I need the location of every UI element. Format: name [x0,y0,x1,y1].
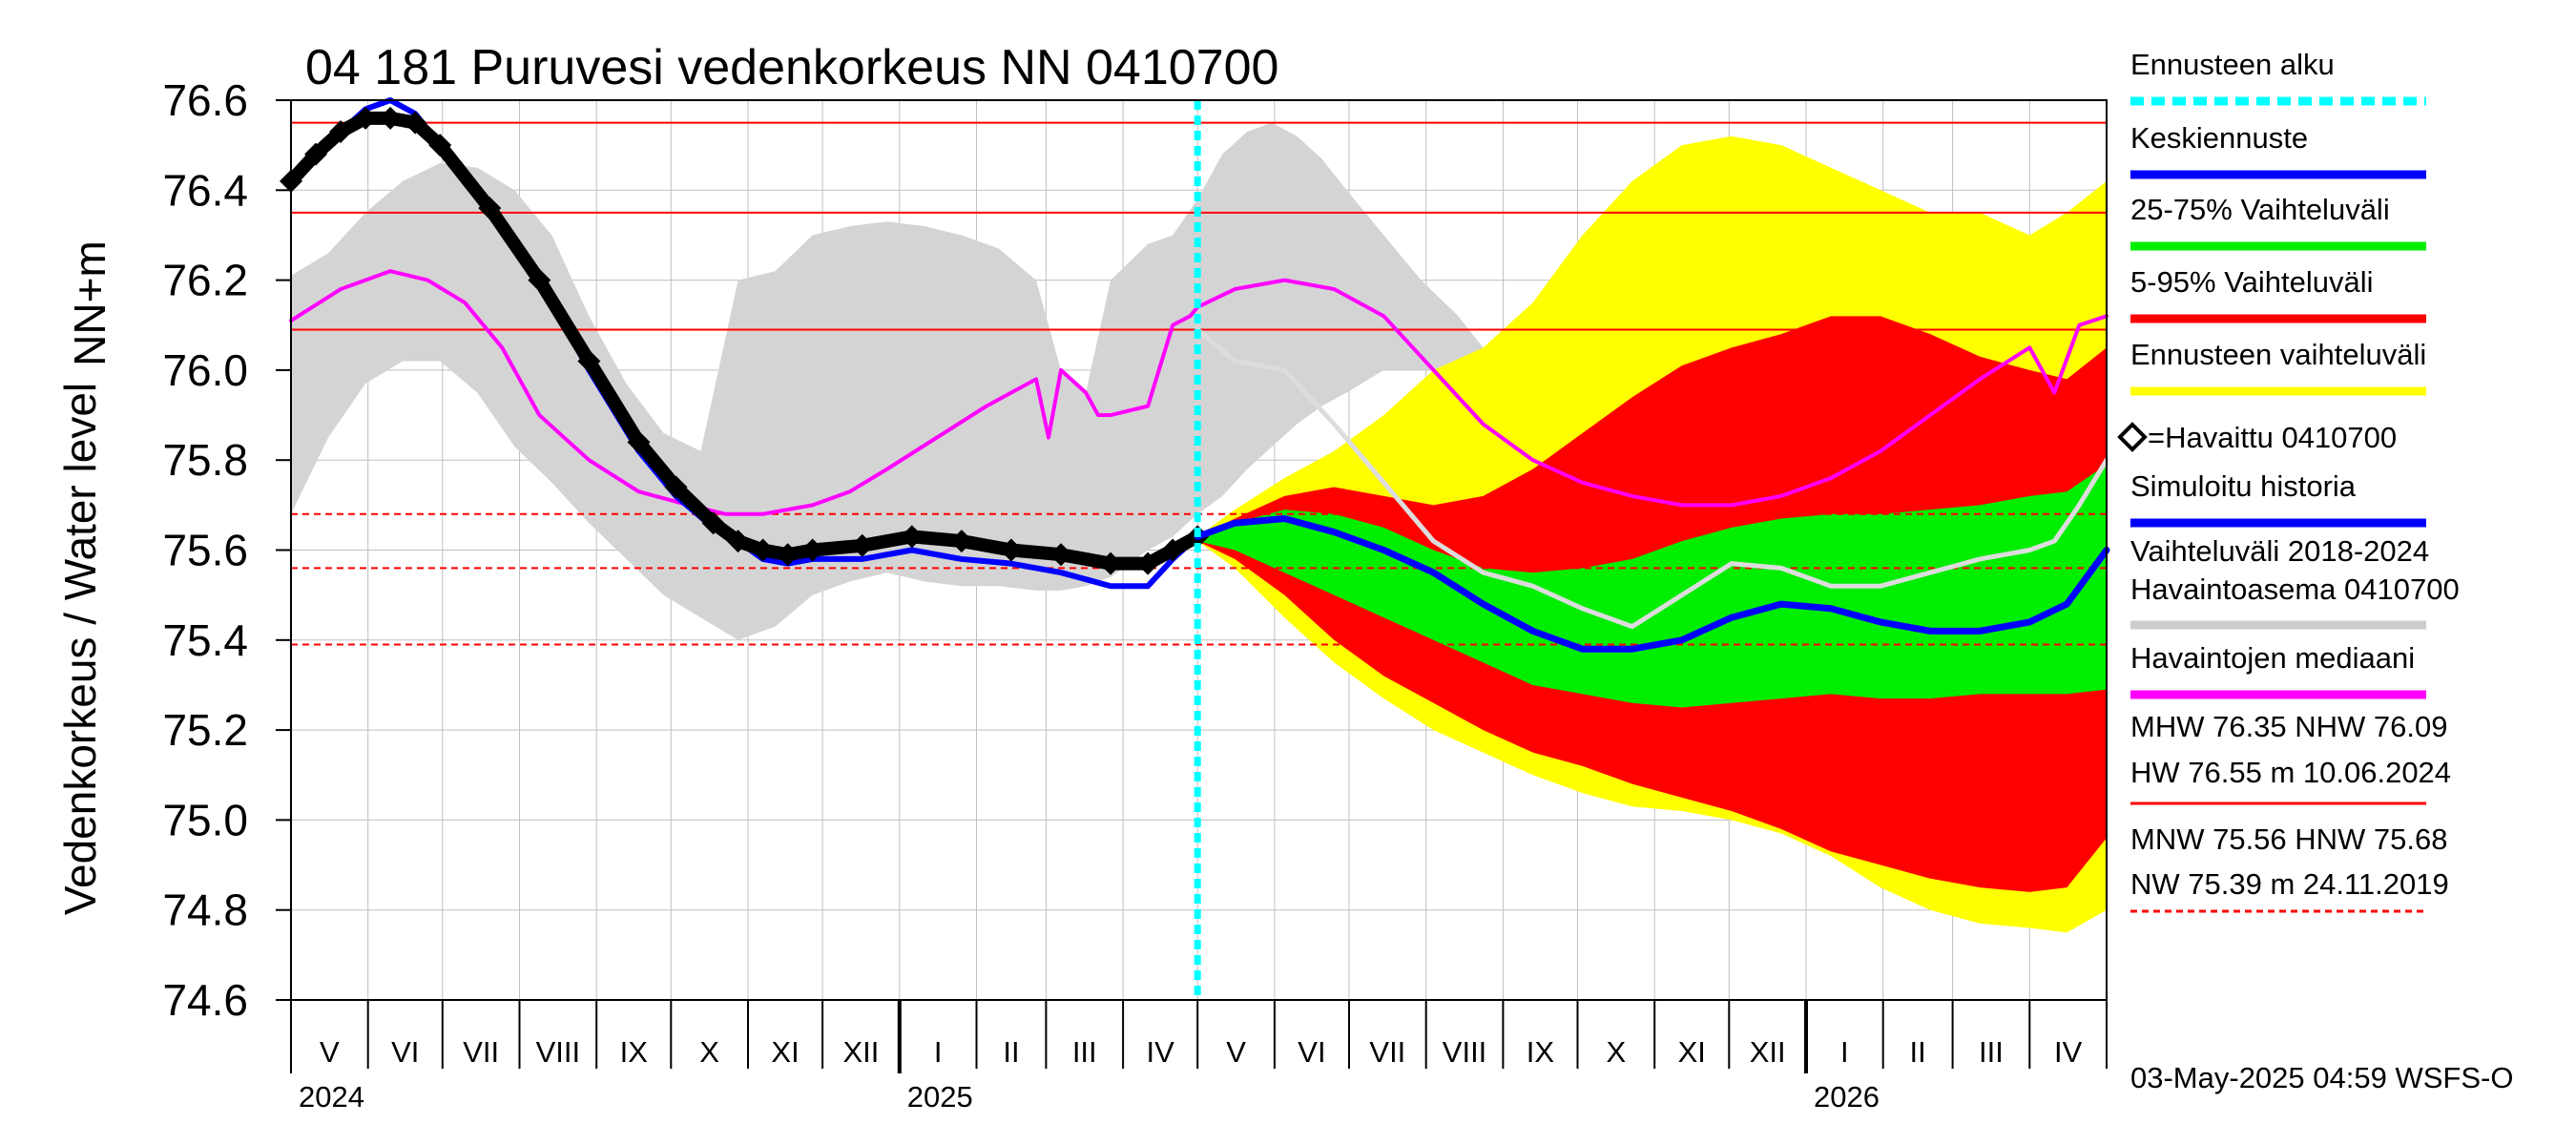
x-year-label: 2025 [907,1080,973,1114]
legend-marker-observed [2117,422,2148,452]
x-month-label: I [1840,1035,1849,1069]
legend-label: 25-75% Vaihteluväli [2130,193,2390,226]
line-keskiennuste [1194,514,2110,653]
observed-point [701,511,725,535]
observed-point [1049,543,1073,567]
band-25-75-vaihteluv-li [1197,464,2107,708]
chart-title: 04 181 Puruvesi vedenkorkeus NN 0410700 [305,40,1278,95]
legend: Ennusteen alku Keskiennuste 25-75% Vaihtel… [2117,48,2460,913]
observed-point [850,533,874,557]
legend-label: Simuloitu historia [2130,469,2357,503]
x-month-label: V [320,1035,340,1069]
observed-point [1099,552,1123,575]
legend-label: Ennusteen alku [2130,48,2335,81]
x-month-label: XI [1678,1035,1706,1069]
legend-label: =Havaittu 0410700 [2148,421,2397,454]
x-month-label: IV [2054,1035,2083,1069]
y-axis-label: Vedenkorkeus / Water level [55,383,105,915]
y-tick-label: 76.6 [162,75,248,125]
x-month-label: VII [1369,1035,1405,1069]
observed-point [900,525,924,549]
x-month-label: X [1607,1035,1627,1069]
x-month-label: VIII [1443,1035,1487,1069]
y-tick-label: 76.4 [162,165,248,215]
legend-label: Ennusteen vaihteluväli [2130,338,2426,371]
legend-label: Vaihteluväli 2018-2024 [2130,534,2429,568]
timestamp-footer: 03-May-2025 04:59 WSFS-O [2130,1061,2513,1094]
observed-point [428,134,452,157]
observed-point [329,120,353,144]
legend-label: Keskiennuste [2130,121,2308,155]
observed-point [726,530,750,553]
line-vaihteluv-li-2018-2024-havainnot [1195,326,2109,630]
y-tick-label: 75.6 [162,526,248,575]
observed-point [776,543,800,567]
observed-point [751,538,775,562]
x-month-label: II [1910,1035,1926,1069]
y-tick-label: 74.8 [162,885,248,935]
x-month-label: V [1226,1035,1246,1069]
x-month-label: I [934,1035,943,1069]
y-tick-label: 76.2 [162,256,248,305]
legend-label: 5-95% Vaihteluväli [2130,265,2373,299]
plot-area [280,97,2110,1001]
y-tick-label: 75.8 [162,435,248,485]
observed-point [478,197,502,220]
x-month-label: XI [771,1035,799,1069]
legend-label: Havaintoasema 0410700 [2130,572,2460,606]
observed-point [627,430,651,454]
x-month-label: IX [1527,1035,1555,1069]
x-month-label: VII [463,1035,499,1069]
axes: 74.6 74.8 75.0 75.2 75.4 75.6 75.8 76.0 76.2 76.4… [162,75,2108,1114]
x-month-label: XII [1750,1035,1786,1069]
x-month-label: VI [1298,1035,1325,1069]
band-vaihteluv-li-2018-2024-havaintoasema-0410700 [291,122,1533,640]
observed-point [800,538,824,562]
observed-point [1136,552,1160,575]
x-month-label: VI [391,1035,419,1069]
x-month-label: X [699,1035,719,1069]
stats-line1: MHW 76.35 NHW 76.09 [2130,710,2448,743]
observed-point [664,475,688,499]
x-month-label: III [1979,1035,2004,1069]
x-year-label: 2024 [299,1080,364,1114]
x-month-label: IV [1147,1035,1175,1069]
observed-point [304,142,328,166]
y-tick-label: 74.6 [162,975,248,1025]
observed-point [1161,538,1185,562]
y-tick-label: 75.0 [162,795,248,844]
line-havaintojen-mediaani [289,269,2109,516]
observed-point [949,530,973,553]
legend-label: Havaintojen mediaani [2130,641,2415,675]
observed-point [528,268,551,292]
x-month-label: IX [620,1035,649,1069]
y-tick-label: 75.2 [162,705,248,755]
y-tick-label: 76.0 [162,345,248,395]
observed-point [577,349,601,373]
stats-line2: HW 76.55 m 10.06.2024 [2130,756,2451,789]
observed-point [404,111,427,135]
stats-line4: NW 75.39 m 24.11.2019 [2130,867,2449,901]
y-tick-label: 75.4 [162,615,248,665]
x-month-label: XII [843,1035,880,1069]
stats-line3: MNW 75.56 HNW 75.68 [2130,822,2448,856]
observed-point [999,538,1023,562]
x-month-label: III [1072,1035,1097,1069]
x-year-label: 2026 [1814,1080,1880,1114]
x-month-label: VIII [536,1035,581,1069]
observed-point [354,106,378,130]
observed-point [379,106,403,130]
y-axis-label-top: NN+m [65,240,114,366]
x-month-label: II [1003,1035,1019,1069]
